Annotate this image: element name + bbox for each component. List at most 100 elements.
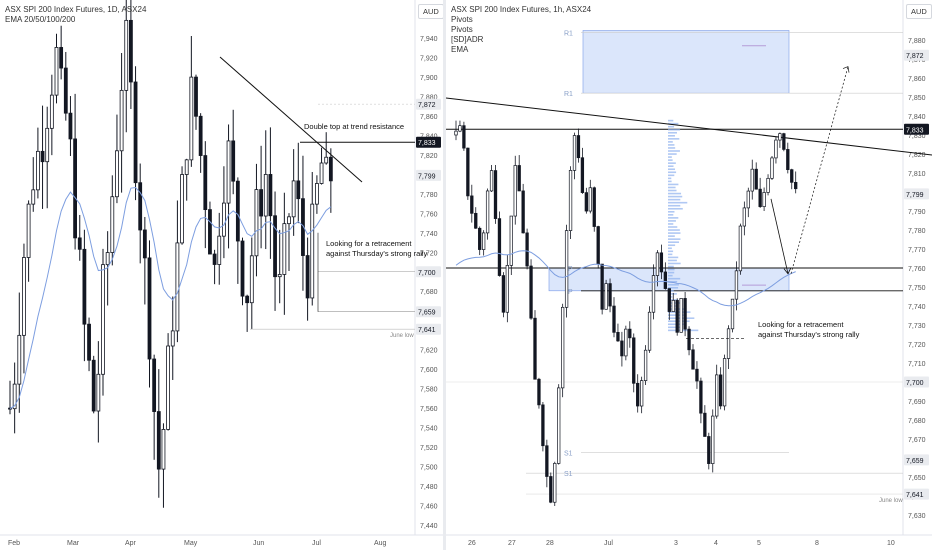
hourly-candle-body	[501, 275, 506, 313]
hourly-candle-body	[576, 135, 581, 159]
hourly-price-tag	[904, 376, 929, 388]
hourly-price-tick-label: 7,850	[908, 95, 926, 102]
volume-profile-bar	[668, 201, 688, 204]
daily-candle-body	[133, 81, 138, 184]
daily-chart-legend: ASX SPI 200 Index Futures, 1D, ASX24 EMA…	[5, 5, 146, 25]
daily-candle-body	[12, 383, 17, 410]
volume-profile-bar	[668, 180, 672, 183]
daily-candle-body	[17, 334, 22, 385]
hourly-candle-body	[786, 149, 790, 171]
daily-price-tag-label: 7,700	[418, 270, 436, 277]
daily-ema-line	[9, 186, 332, 410]
hourly-candle-body	[612, 305, 616, 333]
daily-candle-body	[31, 189, 36, 205]
pivots-indicator-label-1[interactable]: Pivots	[451, 15, 473, 24]
daily-retracement-annotation-line1: Looking for a retracement	[326, 239, 412, 248]
volume-profile-bar	[668, 244, 676, 247]
volume-profile-bar	[668, 235, 675, 237]
daily-candle-body	[198, 115, 203, 156]
daily-candle-body	[328, 156, 333, 182]
daily-candle-body	[194, 76, 198, 117]
hourly-candle-body	[643, 349, 648, 381]
volume-profile-bar	[668, 211, 675, 213]
daily-chart-canvas[interactable]: 7,9407,9207,9007,8807,8607,8407,8207,800…	[0, 0, 443, 550]
hourly-candle-body	[462, 125, 466, 149]
hourly-trend-resistance-line	[446, 97, 932, 156]
hourly-time-tick-label: Jul	[604, 540, 613, 547]
daily-price-tick-label: 7,940	[420, 36, 438, 43]
adr-indicator-label[interactable]: [SD]ADR	[451, 35, 484, 44]
daily-candle-body	[268, 174, 273, 217]
daily-candle-body	[105, 252, 110, 266]
hourly-candle-body	[762, 192, 766, 207]
hourly-candle-body	[636, 382, 640, 407]
daily-price-tick-label: 7,920	[420, 55, 438, 62]
volume-profile-bar	[668, 220, 676, 222]
daily-time-tick-label: Apr	[125, 540, 137, 547]
volume-profile-bar	[668, 174, 675, 177]
pivot-level-label: P	[568, 266, 573, 273]
hourly-time-tick-label: 27	[508, 540, 516, 547]
pivots-indicator-label-2[interactable]: Pivots	[451, 25, 473, 34]
volume-profile-bar	[668, 177, 672, 180]
volume-profile-bar	[668, 238, 681, 240]
daily-candle-body	[235, 180, 240, 242]
volume-profile-bar	[668, 156, 672, 158]
hourly-chart-panel[interactable]: ASX SPI 200 Index Futures, 1h, ASX24 Piv…	[446, 0, 932, 550]
daily-ema-indicator-label[interactable]: EMA 20/50/100/200	[5, 15, 76, 24]
daily-candle-body	[82, 248, 87, 325]
hourly-price-tick-label: 7,650	[908, 475, 926, 482]
daily-chart-panel[interactable]: ASX SPI 200 Index Futures, 1D, ASX24 EMA…	[0, 0, 443, 550]
hourly-candle-body	[545, 445, 549, 477]
hourly-candle-body	[600, 263, 604, 310]
volume-profile-bar	[668, 256, 679, 259]
hourly-candle-body	[478, 227, 482, 250]
daily-price-tag-label: 7,872	[418, 102, 436, 109]
daily-time-tick-label: May	[184, 540, 198, 547]
daily-price-tick-label: 7,540	[420, 426, 438, 433]
daily-price-tick-label: 7,620	[420, 348, 438, 355]
hourly-price-tag-label: 7,700	[906, 380, 924, 387]
daily-price-tick-label: 7,820	[420, 153, 438, 160]
daily-candle-body	[212, 253, 217, 265]
hourly-candle-body	[521, 190, 525, 234]
volume-profile-bar	[668, 259, 677, 262]
daily-candle-body	[314, 183, 319, 205]
hourly-candle-body	[624, 328, 628, 357]
hourly-candle-body	[564, 230, 569, 308]
hourly-time-tick-label: 28	[546, 540, 554, 547]
daily-retracement-annotation-line2: against Thursday's strong rally	[326, 249, 428, 258]
hourly-candle-body	[533, 317, 537, 380]
volume-profile-bar	[668, 135, 675, 137]
pane-divider[interactable]	[443, 0, 446, 550]
hourly-time-tick-label: 10	[887, 540, 895, 547]
daily-trend-resistance-line	[219, 56, 363, 183]
daily-candle-body	[184, 159, 189, 175]
ema-indicator-label[interactable]: EMA	[451, 45, 469, 54]
volume-profile-bar	[668, 253, 673, 256]
hourly-candle-body	[778, 133, 782, 141]
hourly-chart-canvas[interactable]: 7,8807,8707,8607,8507,8407,8307,8207,810…	[446, 0, 932, 550]
daily-time-tick-label: Aug	[374, 540, 387, 547]
hourly-candle-body	[715, 374, 719, 417]
daily-time-tick-label: Jul	[312, 540, 321, 547]
daily-price-tick-label: 7,440	[420, 523, 438, 530]
daily-candle-body	[96, 373, 101, 412]
volume-profile-bar	[668, 138, 680, 140]
hourly-chart-legend: ASX SPI 200 Index Futures, 1h, ASX24 Piv…	[451, 5, 591, 55]
hourly-candle-body	[782, 133, 786, 150]
daily-price-tick-label: 7,500	[420, 465, 438, 472]
daily-price-tick-label: 7,780	[420, 192, 438, 199]
hourly-price-tag-label: 7,872	[906, 53, 924, 60]
volume-profile-bar	[668, 277, 681, 280]
daily-time-tick-label: Jun	[253, 540, 264, 547]
volume-profile-bar	[668, 287, 679, 289]
hourly-time-tick-label: 5	[757, 540, 761, 547]
daily-price-tick-label: 7,520	[420, 445, 438, 452]
daily-price-tick-label: 7,740	[420, 231, 438, 238]
daily-candle-body	[22, 257, 26, 336]
hourly-candle-body	[481, 232, 486, 250]
daily-candle-body	[263, 174, 268, 217]
daily-candle-body	[91, 359, 96, 412]
daily-price-tag	[416, 323, 441, 335]
